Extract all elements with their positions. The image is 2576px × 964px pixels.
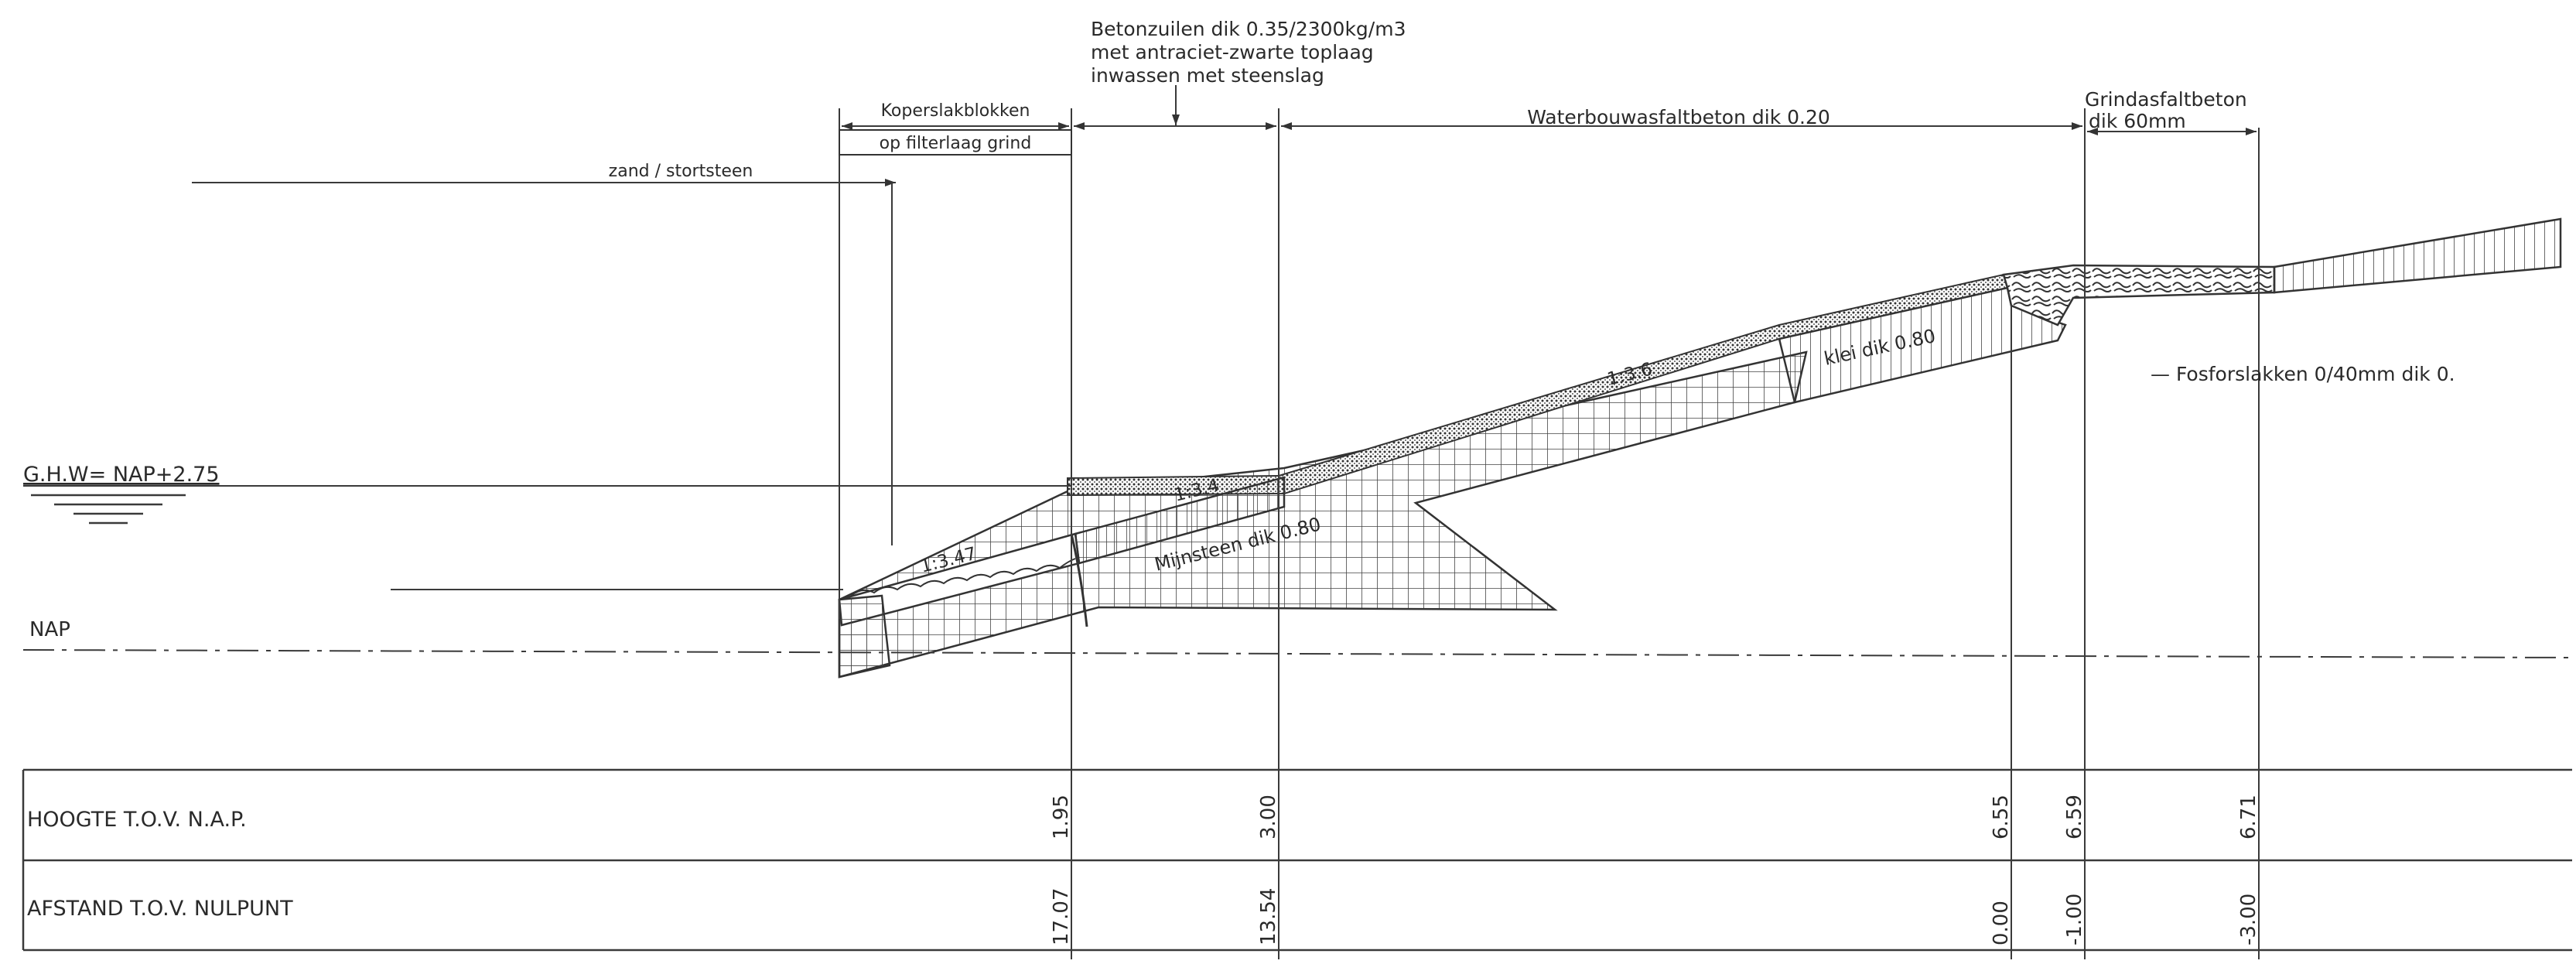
afstand-value: 17.07 (1050, 888, 1073, 945)
afstand-row-label: AFSTAND T.O.V. NULPUNT (27, 897, 293, 921)
afstand-value: 0.00 (1990, 901, 2013, 945)
hoogte-value: 6.71 (2237, 795, 2260, 839)
hoogte-value: 3.00 (1257, 795, 1280, 839)
hoogte-value: 1.95 (1050, 795, 1073, 839)
toe-stone-block (838, 594, 891, 679)
dimension-lines (839, 85, 2257, 156)
afstand-value: 13.54 (1257, 888, 1280, 945)
fosforslak-crest (2273, 217, 2562, 294)
dike-body (838, 217, 2562, 679)
afstand-value: -1.00 (2063, 894, 2086, 945)
kopersla-label-box (839, 129, 1072, 156)
hoogte-value: 6.59 (2063, 795, 2086, 839)
zand-label: zand / stortsteen (609, 162, 753, 181)
grindasfalt-label-line-1: Grindasfaltbeton (2085, 88, 2247, 111)
waterbouw-label: Waterbouwasfaltbeton dik 0.20 (1527, 106, 1830, 128)
afstand-values: 17.07 13.54 0.00 -1.00 -3.00 (1050, 888, 2260, 945)
hoogte-values: 1.95 3.00 6.55 6.59 6.71 (1050, 795, 2260, 839)
hoogte-value: 6.55 (1990, 795, 2013, 839)
betonzuilen-label-line-1: Betonzuilen dik 0.35/2300kg/m3 (1091, 18, 1406, 40)
fosfor-label: — Fosforslakken 0/40mm dik 0. (2151, 363, 2455, 385)
betonzuilen-label-line-3: inwassen met steenslag (1091, 64, 1324, 87)
toe-pile (1070, 533, 1088, 627)
kopersla-label: Koperslakblokken (881, 101, 1030, 121)
nap-label: NAP (29, 618, 70, 641)
afstand-value: -3.00 (2237, 894, 2260, 945)
betonzuilen-label-line-2: met antraciet-zwarte toplaag (1091, 41, 1374, 63)
nap-line (22, 649, 2573, 658)
filterlaag-label: op filterlaag grind (880, 134, 1032, 153)
data-table: HOOGTE T.O.V. N.A.P. AFSTAND T.O.V. NULP… (22, 768, 2572, 952)
hoogte-row-label: HOOGTE T.O.V. N.A.P. (27, 808, 247, 832)
grindasfalt-layer (2002, 264, 2276, 326)
annotations: Betonzuilen dik 0.35/2300kg/m3 met antra… (23, 18, 2455, 641)
mijnsteen-core (838, 350, 1808, 679)
kopersla-block-outlines (850, 558, 1076, 597)
reference-lines (22, 179, 2573, 658)
ghw-label: G.H.W= NAP+2.75 (23, 463, 220, 487)
section-lines (839, 108, 2260, 959)
grindasfalt-label-line-2: dik 60mm (2089, 110, 2186, 132)
